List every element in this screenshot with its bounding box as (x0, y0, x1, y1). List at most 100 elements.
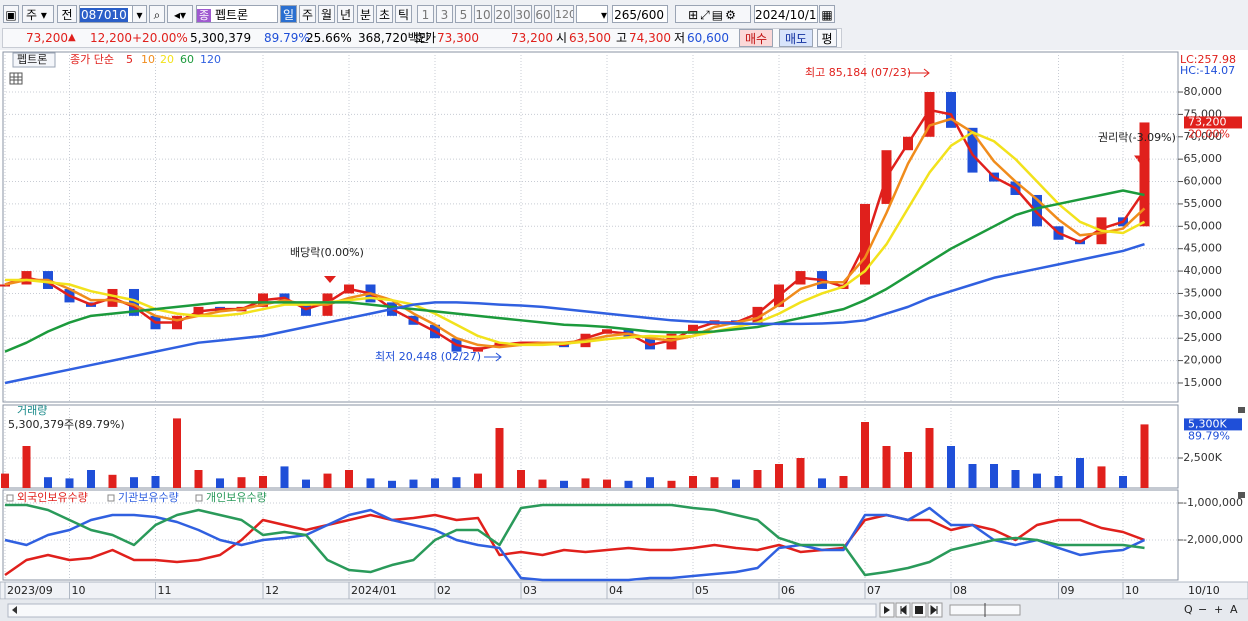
candle (0, 284, 10, 287)
interval-button[interactable]: 3 (436, 5, 453, 23)
arrow: ▲ (68, 32, 76, 43)
volume-bar (517, 470, 525, 488)
table-icon[interactable] (9, 72, 23, 85)
volume-bar (861, 422, 869, 488)
legend-item: 개인보유수량 (206, 491, 267, 504)
volume-bar (1033, 473, 1041, 488)
interval-button[interactable]: 5 (455, 5, 472, 23)
open: 63,500 (569, 31, 611, 45)
prev-button[interactable]: 전 (57, 5, 77, 23)
legend-item: 5 (126, 53, 133, 66)
period-button[interactable]: 일 (280, 5, 297, 23)
scroll-left[interactable] (12, 606, 17, 614)
volume-bar (1054, 476, 1063, 488)
period-button[interactable]: 틱 (395, 5, 412, 23)
volume-bar (216, 478, 224, 488)
volume-badge: 5,300K (1188, 417, 1227, 430)
y-tick-label: 55,000 (1184, 197, 1223, 210)
avg-button[interactable]: 평 (817, 29, 837, 47)
volume-bar (882, 446, 891, 488)
legend-item: 기관보유수량 (118, 491, 179, 504)
period-button[interactable]: 년 (337, 5, 354, 23)
volume-bar (904, 452, 912, 488)
sound[interactable]: ◂▾ (167, 5, 193, 23)
tool-icons[interactable]: ⊞⤢▤⚙ (675, 5, 751, 23)
x-tick-label: 08 (953, 584, 967, 597)
y-tick-label: 2,500K (1183, 451, 1222, 464)
volume-bar (366, 478, 375, 488)
scrollbar-track[interactable] (7, 603, 877, 618)
volume-pane (2, 404, 1179, 489)
interval-button[interactable]: 1 (417, 5, 434, 23)
low: 60,600 (687, 31, 729, 45)
volume-badge-bg (1184, 418, 1242, 431)
x-tick-label: 04 (609, 584, 623, 597)
volume-bar (173, 418, 181, 488)
date[interactable]: 2024/10/10 (754, 5, 818, 23)
x-tick-label: 12 (265, 584, 279, 597)
pane-close[interactable] (1238, 492, 1245, 498)
period-button[interactable]: 주 (299, 5, 316, 23)
volume-bar (108, 474, 117, 488)
candle (1032, 194, 1042, 227)
x-tick-label: 05 (695, 584, 709, 597)
svg-text:Q: Q (1184, 603, 1193, 616)
code-input[interactable]: 087010 (79, 5, 147, 23)
volume-bar (968, 464, 977, 488)
volume-bar (302, 479, 310, 488)
legend-item: 외국인보유수량 (17, 491, 88, 504)
y-tick-label: 35,000 (1184, 286, 1223, 299)
price-badge: 73,200 (1188, 115, 1227, 128)
volume-bar (796, 458, 805, 488)
volume-bar (87, 470, 95, 488)
volume: 5,300,379 (190, 31, 252, 45)
volume-bar (947, 446, 955, 488)
stock-name: 펩트론 (214, 8, 249, 22)
volume-bar (495, 428, 504, 488)
candle (752, 306, 763, 325)
buy-button[interactable]: 매수 (739, 29, 773, 47)
volume-bar (1, 473, 9, 488)
open-label: 시 (556, 31, 568, 45)
scroll-controls[interactable]: Q − + A (879, 602, 1238, 618)
interval-button[interactable]: 30 (514, 5, 532, 23)
rate-badge: 20.00% (1188, 127, 1230, 140)
x-axis-bg (0, 581, 1248, 600)
volume-bar (409, 479, 418, 488)
code-drop[interactable]: ▾ (132, 5, 147, 23)
volume-bar (280, 466, 289, 488)
pane-close[interactable] (1238, 407, 1245, 413)
volume-bar (431, 478, 439, 488)
annotation: 최저 20,448 (02/27) (375, 350, 481, 363)
volume-bar (581, 478, 590, 488)
menu-icon[interactable]: ▣ (3, 5, 19, 23)
volume-bar (259, 476, 267, 488)
market-select[interactable]: 주 ▾ (22, 5, 54, 23)
high-label: 고 (616, 31, 628, 45)
search[interactable]: ⌕ (149, 5, 165, 23)
interval-select[interactable]: ▾ (576, 5, 608, 23)
period-button[interactable]: 초 (376, 5, 393, 23)
period-button[interactable]: 월 (318, 5, 335, 23)
volume-bar (667, 480, 676, 488)
chart-bg (0, 50, 1248, 600)
name-box[interactable]: 종 펩트론 (196, 5, 278, 23)
calendar[interactable]: ▦ (819, 5, 835, 23)
y-tick-label: 65,000 (1184, 152, 1223, 165)
sell-button[interactable]: 매도 (779, 29, 813, 47)
hoga-label: 호가 (414, 31, 437, 45)
annotation: 권리락(-3.09%) (1098, 131, 1176, 144)
count[interactable]: 265/600 (612, 5, 668, 23)
interval-button[interactable]: 120 (554, 5, 574, 23)
volume-bar (1076, 458, 1084, 488)
volume-bar (44, 477, 52, 488)
ma-line (4, 189, 1145, 353)
interval-button[interactable]: 10 (474, 5, 492, 23)
period-button[interactable]: 분 (357, 5, 374, 23)
low-arrow (484, 352, 502, 362)
interval-button[interactable]: 60 (534, 5, 552, 23)
high: 74,300 (629, 31, 671, 45)
ask: 73,300 (437, 31, 479, 45)
interval-button[interactable]: 20 (494, 5, 512, 23)
holding-line (4, 506, 1146, 582)
